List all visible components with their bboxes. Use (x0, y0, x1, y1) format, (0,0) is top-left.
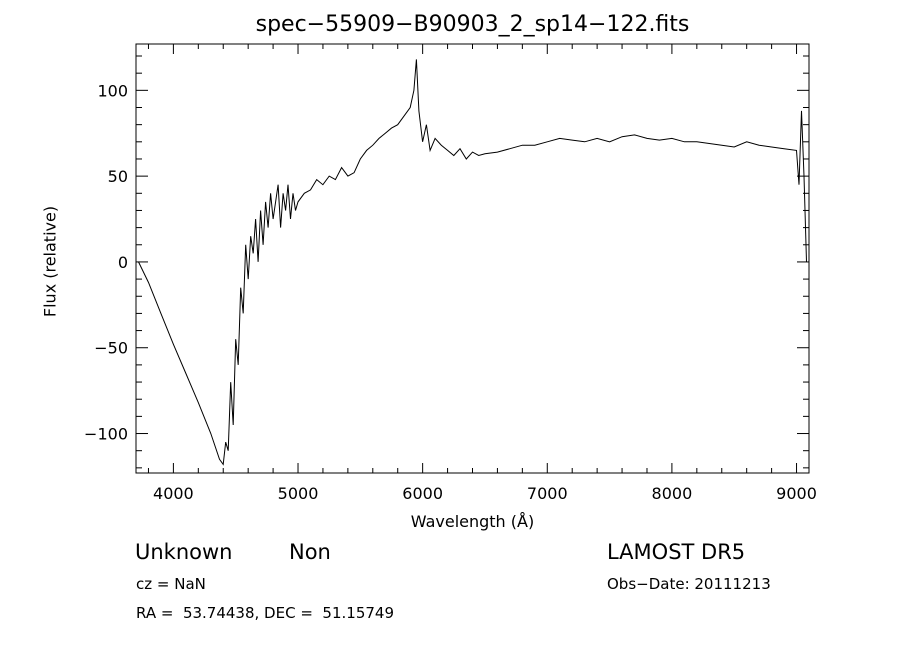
y-tick-label: 50 (108, 167, 128, 186)
obs-date: Obs−Date: 20111213 (607, 575, 771, 593)
y-tick-label: −50 (94, 339, 128, 358)
x-tick-label: 5000 (278, 484, 319, 503)
ra-dec: RA = 53.74438, DEC = 51.15749 (136, 604, 395, 622)
x-tick-label: 7000 (527, 484, 568, 503)
y-tick-label: 100 (97, 81, 128, 100)
cz-value: cz = NaN (136, 575, 206, 593)
y-axis-label: Flux (relative) (40, 205, 60, 318)
x-tick-label: 8000 (652, 484, 693, 503)
object-subclass: Non (289, 540, 331, 564)
spectrum-line (138, 59, 807, 466)
x-tick-label: 9000 (776, 484, 817, 503)
plot-frame (135, 43, 810, 474)
axis-ticks (136, 44, 809, 473)
y-tick-label: −100 (84, 425, 128, 444)
x-axis-label: Wavelength (Å) (410, 512, 535, 531)
chart-title: spec−55909−B90903_2_sp14−122.fits (255, 12, 690, 37)
axis-tick-labels: 4000 5000 6000 7000 8000 9000 −100 −50 0 50 100 (84, 81, 817, 503)
y-tick-label: 0 (118, 253, 128, 272)
x-tick-label: 4000 (153, 484, 194, 503)
x-tick-label: 6000 (402, 484, 443, 503)
survey-name: LAMOST DR5 (607, 540, 746, 564)
object-class: Unknown (135, 540, 233, 564)
